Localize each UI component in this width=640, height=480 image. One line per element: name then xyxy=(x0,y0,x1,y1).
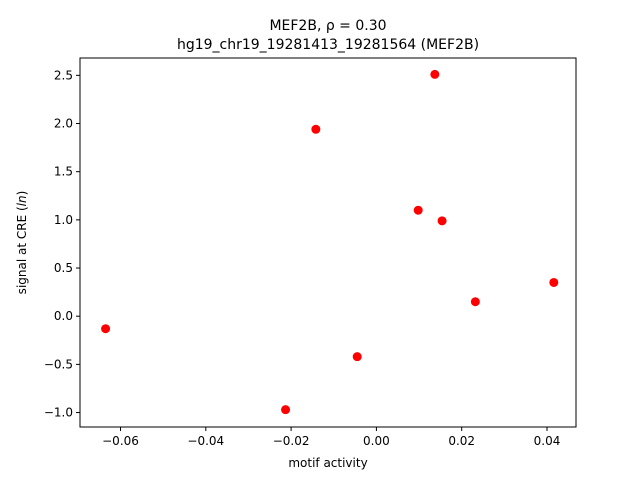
y-tick-label: 1.5 xyxy=(54,165,73,179)
data-point xyxy=(311,124,321,134)
x-tick-label: 0.00 xyxy=(363,434,390,448)
data-points xyxy=(101,69,559,415)
plot-area xyxy=(79,57,577,428)
x-axis-ticks: −0.06 −0.04 −0.02 0.00 0.02 0.04 xyxy=(102,427,560,448)
y-axis-label-variable: ln xyxy=(15,195,29,206)
data-point xyxy=(413,205,423,215)
x-axis-label: motif activity xyxy=(288,456,367,470)
x-tick-label: −0.04 xyxy=(187,434,224,448)
y-tick-label: 0.0 xyxy=(54,309,73,323)
x-tick-label: 0.04 xyxy=(534,434,561,448)
data-point xyxy=(470,297,480,307)
x-tick-label: −0.02 xyxy=(273,434,310,448)
y-tick-label: 2.5 xyxy=(54,68,73,82)
data-point xyxy=(281,405,291,415)
x-tick-label: −0.06 xyxy=(102,434,139,448)
y-axis-ticks: −1.0 −0.5 0.0 0.5 1.0 1.5 2.0 2.5 xyxy=(44,68,80,420)
y-axis-label-prefix: signal at CRE ( xyxy=(15,206,29,294)
y-tick-label: 0.5 xyxy=(54,261,73,275)
chart-title-line-1: MEF2B, ρ = 0.30 xyxy=(269,18,386,34)
y-tick-label: 2.0 xyxy=(54,117,73,131)
chart-title-line-2: hg19_chr19_19281413_19281564 (MEF2B) xyxy=(177,37,479,53)
y-axis-label-suffix: ) xyxy=(15,191,29,196)
y-tick-label: 1.0 xyxy=(54,213,73,227)
data-point xyxy=(549,277,559,287)
y-tick-label: −1.0 xyxy=(44,406,73,420)
data-point xyxy=(101,324,111,334)
data-point xyxy=(352,352,362,362)
x-tick-label: 0.02 xyxy=(448,434,475,448)
data-point xyxy=(430,69,440,79)
y-axis-label: signal at CRE (ln) xyxy=(15,191,29,295)
y-tick-label: −0.5 xyxy=(44,357,73,371)
data-point xyxy=(437,216,447,226)
